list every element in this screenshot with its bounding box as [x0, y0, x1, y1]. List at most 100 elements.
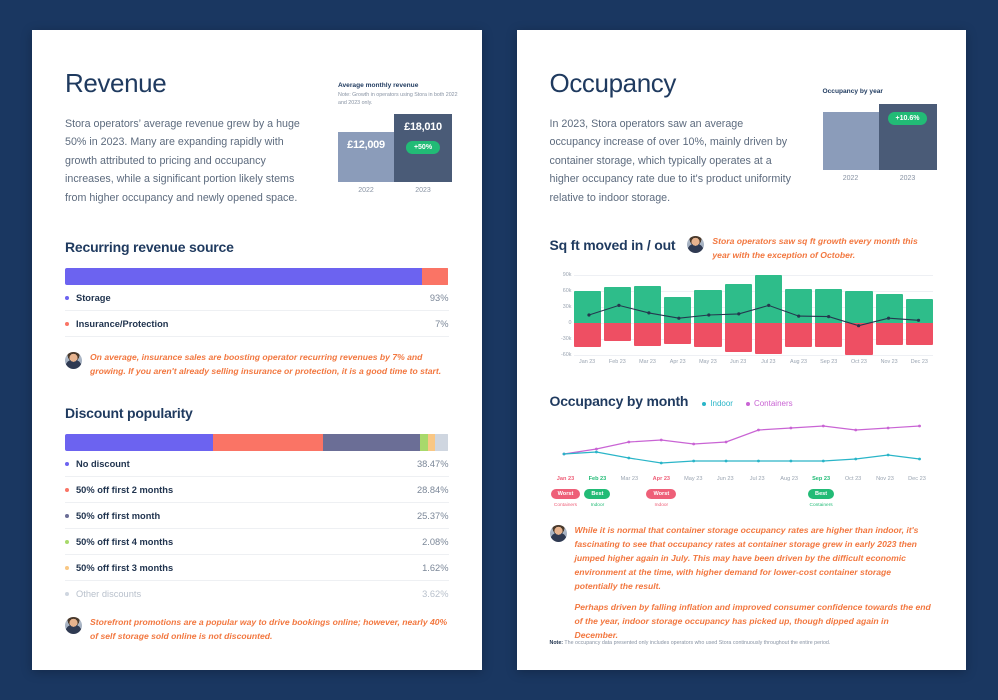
x-tick: Jun 23 — [730, 358, 747, 365]
segment-no-discount — [65, 433, 213, 451]
marker-subtitle: Indoor — [654, 502, 669, 508]
month-cell-aug: Aug 23 — [773, 476, 805, 508]
x-tick: Aug 23 — [789, 358, 808, 365]
segment-3-months — [428, 433, 435, 451]
legend-row-4-months[interactable]: 50% off first 4 months 2.08% — [65, 529, 449, 555]
legend-row-insurance[interactable]: Insurance/Protection 7% — [65, 311, 449, 338]
footnote-text: The occupancy data presented only includ… — [563, 640, 831, 647]
x-tick: Nov 23 — [880, 358, 898, 365]
revenue-intro-text: Stora operators’ average revenue grew by… — [65, 118, 300, 204]
color-dot-icon — [65, 539, 69, 544]
quote-text: On average, insurance sales are boosting… — [90, 352, 442, 376]
sqft-chart: 90k 60k 30k 0 -30k -60k — [550, 271, 933, 371]
color-dot-icon — [65, 296, 69, 301]
x-tick: Sep 23 — [820, 358, 838, 365]
bar-jun — [724, 275, 752, 355]
legend-row-3-months[interactable]: 50% off first 3 months 1.62% — [65, 555, 449, 581]
month-cell-oct: Oct 23 — [837, 476, 869, 508]
bar-dec — [905, 275, 933, 355]
legend-value: 25.37% — [416, 510, 449, 521]
y-axis: 90k 60k 30k 0 -30k -60k — [550, 271, 572, 358]
legend-label: Other discounts — [76, 588, 142, 599]
x-tick: Apr 23 — [669, 358, 686, 365]
month-label: Jun 23 — [716, 475, 734, 482]
x-tick: Feb 23 — [608, 358, 626, 365]
legend-label: No discount — [76, 458, 130, 469]
month-label: Oct 23 — [844, 475, 862, 482]
net-line-points — [586, 303, 920, 328]
legend-row-storage[interactable]: Storage 93% — [65, 285, 449, 312]
x-tick: Oct 23 — [850, 358, 867, 365]
x-tick: Mar 23 — [639, 358, 656, 365]
legend-item-indoor[interactable]: Indoor — [702, 399, 733, 408]
recurring-heading: Recurring revenue source — [65, 239, 234, 256]
legend-row-1-month[interactable]: 50% off first month 25.37% — [65, 503, 449, 529]
month-cell-mar: Mar 23 — [613, 476, 645, 508]
legend-item-containers[interactable]: Containers — [745, 399, 793, 409]
page-footnote: Note: The occupancy data presented only … — [550, 640, 934, 648]
month-cell-dec: Dec 23 — [901, 476, 933, 508]
quote-paragraph-1: While it is normal that container storag… — [574, 524, 919, 591]
color-dot-icon — [65, 565, 69, 570]
segment-other — [434, 433, 449, 451]
legend-value: 7% — [435, 319, 449, 330]
quote-text: Storefront promotions are a popular way … — [90, 616, 448, 641]
legend-value: 93% — [429, 293, 449, 304]
quote-block: While it is normal that container storag… — [575, 524, 934, 643]
x-tick: Dec 23 — [910, 358, 928, 365]
month-label: Dec 23 — [908, 475, 926, 482]
quote-paragraph-2: Perhaps driven by falling inflation and … — [574, 602, 931, 641]
bar-2022-value: £12,009 — [347, 139, 385, 152]
month-cell-nov: Nov 23 — [869, 476, 901, 508]
bar-2023-value: £18,010 — [404, 121, 442, 134]
y-tick: 60k — [562, 287, 572, 294]
month-cell-may: May 23 — [677, 476, 709, 508]
legend-value: 1.62% — [422, 562, 449, 573]
bar-jul — [754, 275, 782, 355]
segment-insurance — [421, 268, 449, 286]
insight-quote-occupancy: While it is normal that container storag… — [549, 524, 934, 643]
month-label: Aug 23 — [780, 475, 799, 482]
avatar — [65, 352, 82, 370]
discount-popularity-section: Discount popularity No discount 38.47% — [65, 405, 449, 644]
month-label: Jul 23 — [749, 475, 765, 482]
bar-may — [694, 275, 722, 355]
x-tick: Jan 23 — [579, 358, 596, 365]
marker-subtitle: Indoor — [590, 502, 605, 508]
xlabel-2023: 2023 — [899, 175, 916, 182]
y-tick: 0 — [568, 319, 572, 326]
color-dot-icon — [65, 513, 69, 518]
legend-row-no-discount[interactable]: No discount 38.47% — [65, 451, 449, 477]
month-label: Sep 23 — [812, 475, 831, 482]
x-tick: May 23 — [699, 358, 717, 365]
month-label: Mar 23 — [620, 475, 639, 482]
occupancy-line-chart — [550, 421, 934, 473]
line-points — [562, 424, 921, 465]
month-cell-jun: Jun 23 — [709, 476, 741, 508]
bar-jan — [573, 275, 601, 355]
segment-4-months — [420, 433, 429, 451]
legend-label: Containers — [753, 399, 793, 409]
month-label: Apr 23 — [652, 475, 671, 482]
month-cell-feb: Feb 23 Best Indoor — [581, 476, 613, 508]
left-page: Revenue Stora operators’ average revenue… — [32, 30, 482, 670]
y-tick: -60k — [561, 351, 572, 358]
month-label: Nov 23 — [876, 475, 894, 482]
avg-monthly-revenue-chart: Average monthly revenue Note: Growth in … — [338, 82, 460, 194]
y-tick: 90k — [562, 271, 572, 278]
occupancy-month-heading: Occupancy by month — [549, 392, 689, 409]
legend-label: Indoor — [710, 399, 733, 409]
legend-label: Storage — [76, 293, 111, 304]
month-label: May 23 — [684, 475, 703, 482]
marker-pill: Best — [584, 488, 611, 499]
plot-area — [573, 274, 933, 356]
legend-label: 50% off first 4 months — [76, 536, 174, 547]
legend-row-2-months[interactable]: 50% off first 2 months 28.84% — [65, 477, 449, 503]
color-dot-icon — [65, 591, 69, 596]
bar-2023: £18,010 +50% — [394, 114, 452, 183]
segment-storage — [65, 268, 422, 286]
legend-row-other[interactable]: Other discounts 3.62% — [65, 581, 449, 606]
occupancy-by-month-section: Occupancy by month Indoor Containers — [549, 392, 934, 643]
month-cell-jul: Jul 23 — [741, 476, 773, 508]
